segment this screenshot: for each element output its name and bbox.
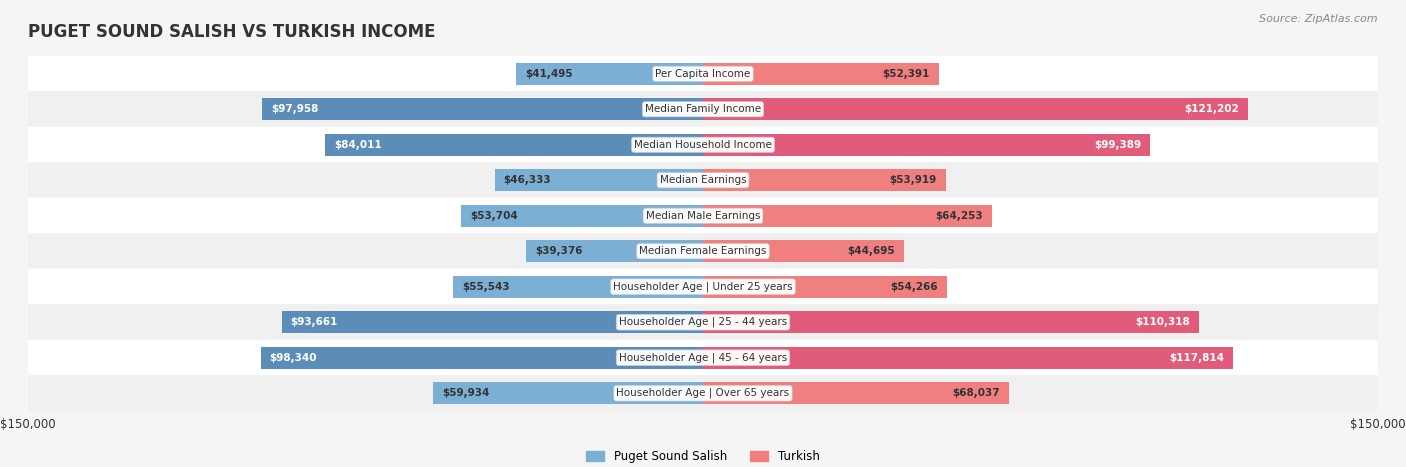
Text: $84,011: $84,011 xyxy=(335,140,381,150)
Bar xyxy=(325,134,703,156)
FancyBboxPatch shape xyxy=(28,162,1378,198)
Text: $44,695: $44,695 xyxy=(848,246,896,256)
Text: Median Male Earnings: Median Male Earnings xyxy=(645,211,761,221)
Bar xyxy=(433,382,703,404)
Text: $52,391: $52,391 xyxy=(883,69,929,79)
Legend: Puget Sound Salish, Turkish: Puget Sound Salish, Turkish xyxy=(581,444,825,467)
Bar xyxy=(260,347,703,369)
Bar xyxy=(703,205,993,227)
FancyBboxPatch shape xyxy=(28,127,1378,163)
FancyBboxPatch shape xyxy=(28,340,1378,376)
Text: $64,253: $64,253 xyxy=(935,211,983,221)
Text: $117,814: $117,814 xyxy=(1168,353,1225,363)
Text: PUGET SOUND SALISH VS TURKISH INCOME: PUGET SOUND SALISH VS TURKISH INCOME xyxy=(28,23,436,42)
Bar xyxy=(703,382,1010,404)
FancyBboxPatch shape xyxy=(28,375,1378,411)
Bar xyxy=(703,311,1199,333)
Bar xyxy=(526,240,703,262)
Text: $53,704: $53,704 xyxy=(471,211,519,221)
Bar xyxy=(703,98,1249,120)
Bar xyxy=(516,63,703,85)
Text: Median Earnings: Median Earnings xyxy=(659,175,747,185)
Bar xyxy=(281,311,703,333)
Bar xyxy=(263,98,703,120)
Text: $121,202: $121,202 xyxy=(1185,104,1239,114)
Text: $41,495: $41,495 xyxy=(526,69,572,79)
Text: $53,919: $53,919 xyxy=(890,175,936,185)
Bar xyxy=(703,63,939,85)
Text: Householder Age | Under 25 years: Householder Age | Under 25 years xyxy=(613,282,793,292)
Text: Householder Age | 45 - 64 years: Householder Age | 45 - 64 years xyxy=(619,353,787,363)
FancyBboxPatch shape xyxy=(28,91,1378,127)
Text: $54,266: $54,266 xyxy=(890,282,938,292)
Text: $110,318: $110,318 xyxy=(1136,317,1191,327)
Bar xyxy=(703,347,1233,369)
Text: $55,543: $55,543 xyxy=(463,282,510,292)
Text: Source: ZipAtlas.com: Source: ZipAtlas.com xyxy=(1260,14,1378,24)
FancyBboxPatch shape xyxy=(28,304,1378,340)
Text: Householder Age | Over 65 years: Householder Age | Over 65 years xyxy=(616,388,790,398)
Text: $59,934: $59,934 xyxy=(443,388,489,398)
FancyBboxPatch shape xyxy=(28,233,1378,269)
Text: $68,037: $68,037 xyxy=(952,388,1000,398)
Text: Householder Age | 25 - 44 years: Householder Age | 25 - 44 years xyxy=(619,317,787,327)
Bar xyxy=(703,169,946,191)
Text: $39,376: $39,376 xyxy=(534,246,582,256)
Bar xyxy=(453,276,703,298)
Text: $93,661: $93,661 xyxy=(291,317,337,327)
Text: $97,958: $97,958 xyxy=(271,104,319,114)
Text: $99,389: $99,389 xyxy=(1094,140,1142,150)
Text: $98,340: $98,340 xyxy=(270,353,316,363)
Bar xyxy=(703,134,1150,156)
Text: Per Capita Income: Per Capita Income xyxy=(655,69,751,79)
Bar xyxy=(461,205,703,227)
Text: $46,333: $46,333 xyxy=(503,175,551,185)
Bar xyxy=(495,169,703,191)
FancyBboxPatch shape xyxy=(28,269,1378,305)
Text: Median Family Income: Median Family Income xyxy=(645,104,761,114)
FancyBboxPatch shape xyxy=(28,198,1378,234)
Text: Median Female Earnings: Median Female Earnings xyxy=(640,246,766,256)
FancyBboxPatch shape xyxy=(28,56,1378,92)
Bar xyxy=(703,276,948,298)
Bar xyxy=(703,240,904,262)
Text: Median Household Income: Median Household Income xyxy=(634,140,772,150)
